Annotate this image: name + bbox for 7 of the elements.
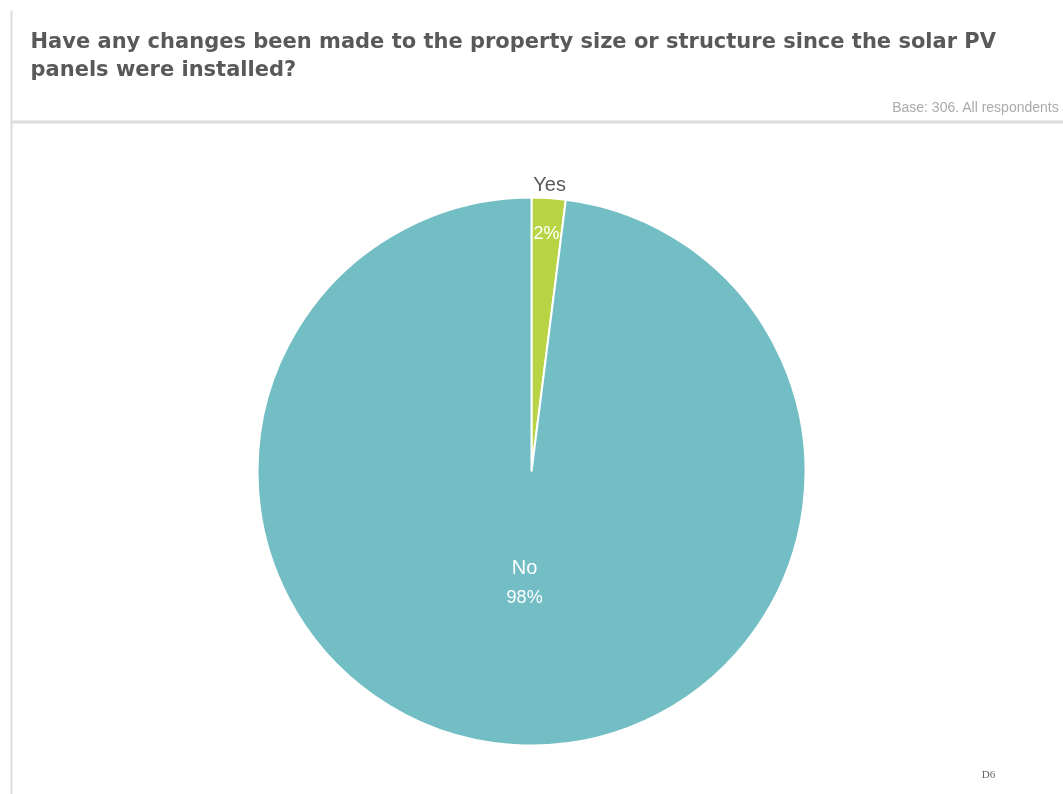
slice-label: Yes xyxy=(533,173,566,196)
text: D6 xyxy=(981,767,996,780)
text: Base: 306. All respondents xyxy=(892,98,1059,115)
slice-label: No xyxy=(511,555,538,578)
data-label: 2% xyxy=(533,222,560,243)
chart-title: Have any changes been made to the property size or structure since the solar PV panels were installed? xyxy=(30,28,997,81)
data-label: 98% xyxy=(506,586,543,607)
